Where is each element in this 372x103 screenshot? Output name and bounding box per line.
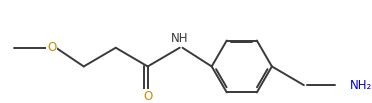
Text: NH₂: NH₂ [350, 79, 372, 92]
Text: O: O [143, 90, 152, 103]
Text: O: O [47, 41, 57, 54]
Text: NH: NH [171, 32, 189, 45]
